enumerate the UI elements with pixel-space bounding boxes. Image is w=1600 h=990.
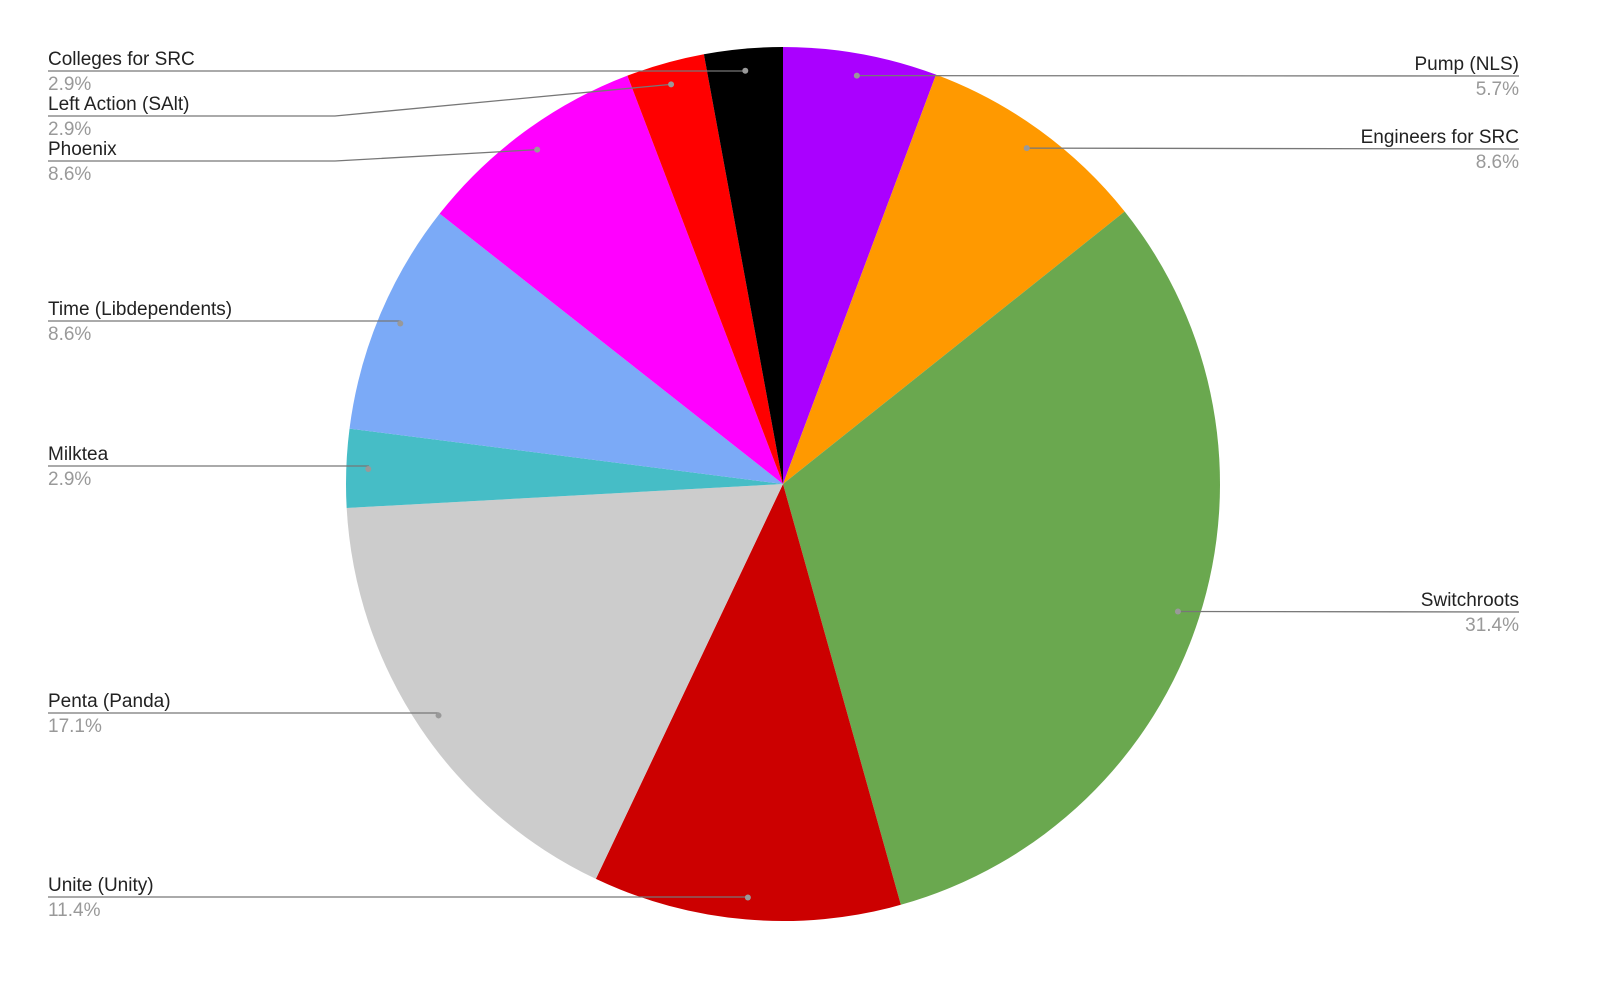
slice-percent: 8.6% <box>1476 152 1519 173</box>
leader-dot <box>1174 608 1181 615</box>
slice-percent: 31.4% <box>1465 615 1519 636</box>
slice-label: Phoenix <box>48 139 117 160</box>
slice-percent: 2.9% <box>48 74 91 95</box>
pie-slice <box>627 54 783 485</box>
leader-dot <box>365 466 372 473</box>
leader-line <box>48 896 749 898</box>
leader-line <box>48 83 672 117</box>
slice-label: Milktea <box>48 444 109 465</box>
leader-line <box>48 320 401 324</box>
slice-percent: 11.4% <box>48 900 101 921</box>
leader-dot <box>853 72 860 79</box>
pie-slice <box>349 213 783 484</box>
pie-slice <box>783 47 937 484</box>
slice-percent: 2.9% <box>48 469 91 490</box>
leader-dot <box>668 81 675 88</box>
pie-slice <box>783 74 1125 485</box>
slice-percent: 2.9% <box>48 119 91 140</box>
slice-label: Left Action (SAlt) <box>48 94 190 115</box>
slice-label: Engineers for SRC <box>1361 127 1519 148</box>
leader-line <box>1177 610 1520 613</box>
slice-label: Time (Libdependents) <box>48 299 232 320</box>
leader-line <box>48 712 440 716</box>
slice-percent: 17.1% <box>48 716 102 737</box>
leader-dot <box>534 146 541 153</box>
slice-label: Colleges for SRC <box>48 49 195 70</box>
slice-label: Unite (Unity) <box>48 875 154 896</box>
slice-label: Penta (Panda) <box>48 691 171 712</box>
pie-slice <box>595 484 901 921</box>
leader-line <box>1026 147 1520 150</box>
leader-dot <box>744 894 751 901</box>
leader-dot <box>1023 145 1030 152</box>
leader-line <box>48 148 538 162</box>
slice-label: Pump (NLS) <box>1414 54 1519 75</box>
slice-percent: 8.6% <box>48 164 91 185</box>
leader-dot <box>435 712 442 719</box>
pie-slice <box>703 47 783 484</box>
leader-line <box>48 465 369 470</box>
slice-percent: 5.7% <box>1476 79 1519 100</box>
leader-dot <box>742 67 749 74</box>
pie-slice <box>346 428 783 508</box>
slice-percent: 8.6% <box>48 324 91 345</box>
pie-slice <box>783 211 1220 905</box>
pie-slice <box>346 484 783 879</box>
leader-dot <box>397 320 404 327</box>
pie-slice <box>439 75 783 485</box>
slice-label: Switchroots <box>1421 590 1519 611</box>
